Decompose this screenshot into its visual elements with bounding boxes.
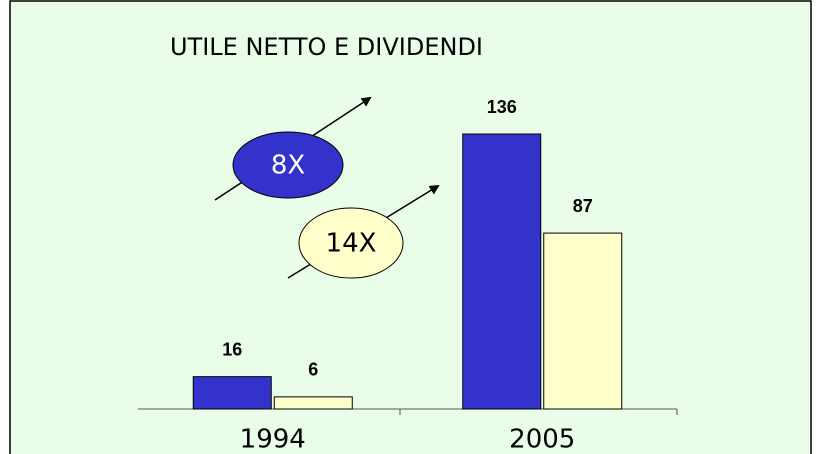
- annotation-bubble: [298, 207, 404, 279]
- background: [9, 0, 812, 454]
- bar: [543, 232, 623, 410]
- data-label: 87: [573, 196, 593, 216]
- bar: [462, 133, 542, 410]
- annotation: 14X: [326, 229, 377, 259]
- data-label: 6: [308, 360, 318, 380]
- x-tick-label: 1994: [240, 425, 306, 454]
- bar: [273, 396, 353, 410]
- chart-title: UTILE NETTO E DIVIDENDI: [170, 33, 483, 61]
- bar: [192, 376, 272, 410]
- data-label: 16: [222, 339, 242, 359]
- annotation: 8X: [271, 151, 305, 181]
- annotation-bubble: [232, 131, 344, 199]
- x-tick-label: 2005: [509, 425, 575, 454]
- data-label: 136: [487, 97, 517, 117]
